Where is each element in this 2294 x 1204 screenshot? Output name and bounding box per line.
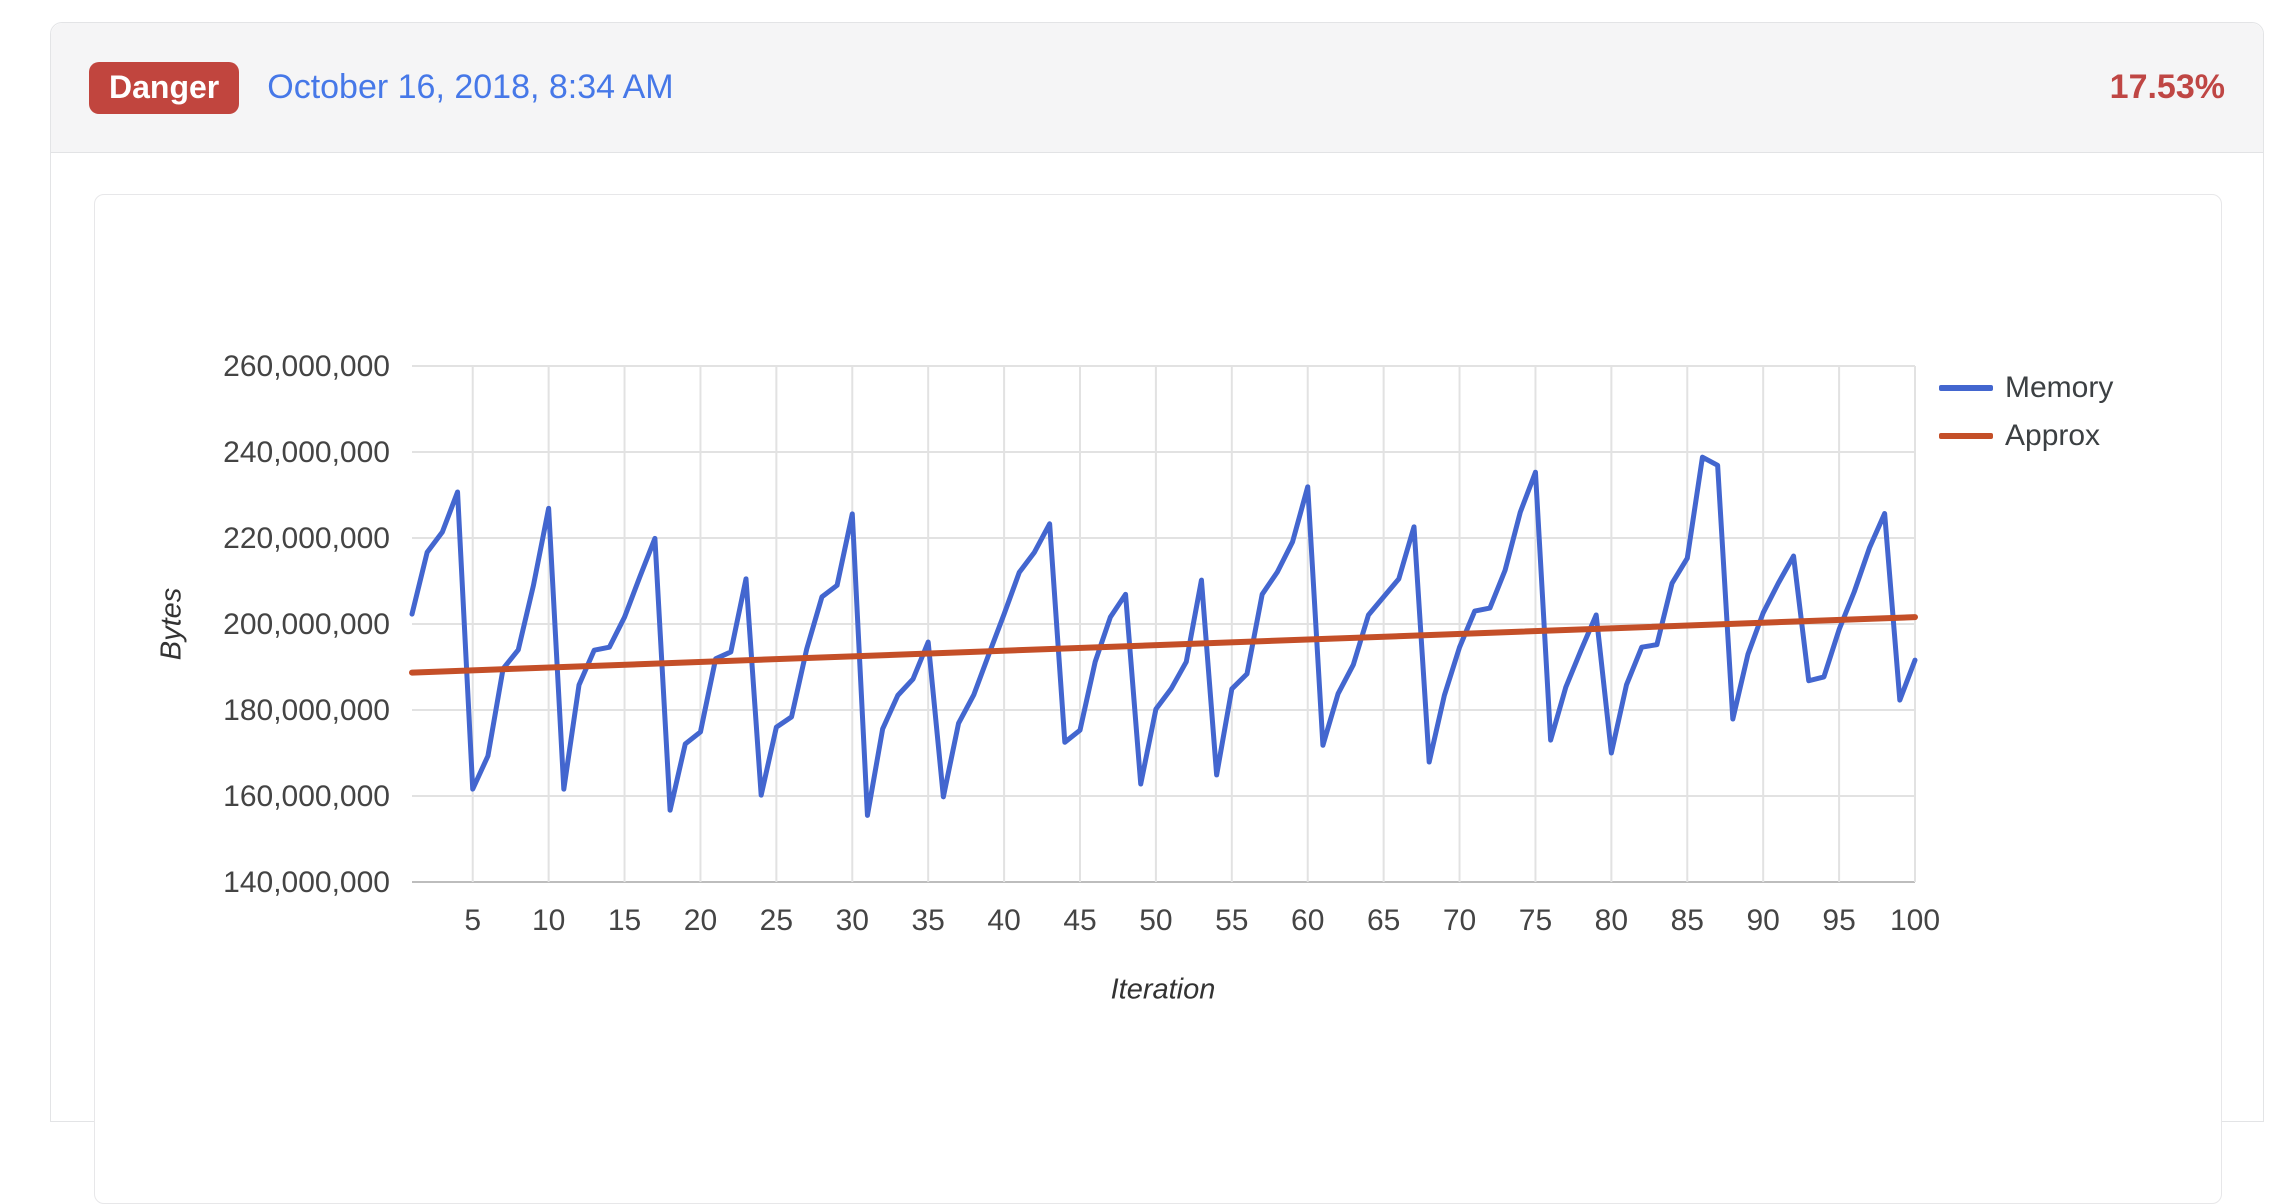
- svg-text:70: 70: [1443, 904, 1476, 937]
- svg-text:50: 50: [1139, 904, 1172, 937]
- legend-label-approx: Approx: [2005, 419, 2101, 452]
- svg-text:30: 30: [836, 904, 869, 937]
- danger-badge: Danger: [89, 61, 240, 114]
- svg-text:45: 45: [1063, 904, 1096, 937]
- x-axis-title: Iteration: [1110, 973, 1216, 1006]
- svg-text:65: 65: [1367, 904, 1400, 937]
- svg-text:80: 80: [1595, 904, 1628, 937]
- chart-card: 140,000,000 160,000,000 180,000,000 200,000…: [94, 194, 2222, 1204]
- svg-text:95: 95: [1822, 904, 1855, 937]
- svg-text:55: 55: [1215, 904, 1248, 937]
- svg-text:10: 10: [532, 904, 565, 937]
- chart-svg[interactable]: 140,000,000 160,000,000 180,000,000 200,000…: [95, 195, 2223, 1203]
- alert-panel: Danger October 16, 2018, 8:34 AM 17.53% …: [50, 22, 2264, 1204]
- svg-text:100: 100: [1890, 904, 1940, 937]
- legend-item-memory: Memory: [1939, 371, 2113, 405]
- svg-text:200,000,000: 200,000,000: [223, 608, 390, 641]
- legend-item-approx: Approx: [1939, 419, 2113, 453]
- svg-text:90: 90: [1746, 904, 1779, 937]
- chart-legend: Memory Approx: [1939, 371, 2113, 453]
- svg-text:35: 35: [911, 904, 944, 937]
- y-axis-title: Bytes: [155, 587, 188, 661]
- legend-label-memory: Memory: [2005, 371, 2114, 404]
- svg-text:260,000,000: 260,000,000: [223, 350, 390, 383]
- svg-text:60: 60: [1291, 904, 1324, 937]
- memory-line-swatch: [1939, 385, 1993, 391]
- svg-text:85: 85: [1671, 904, 1704, 937]
- panel-header: Danger October 16, 2018, 8:34 AM 17.53%: [51, 23, 2263, 153]
- percentage-value: 17.53%: [2109, 68, 2225, 106]
- svg-text:20: 20: [684, 904, 717, 937]
- svg-text:40: 40: [987, 904, 1020, 937]
- svg-text:220,000,000: 220,000,000: [223, 522, 390, 555]
- svg-text:25: 25: [760, 904, 793, 937]
- svg-text:160,000,000: 160,000,000: [223, 780, 390, 813]
- approx-line-swatch: [1939, 433, 1993, 439]
- svg-text:5: 5: [464, 904, 481, 937]
- svg-text:75: 75: [1519, 904, 1552, 937]
- svg-text:140,000,000: 140,000,000: [223, 866, 390, 899]
- date-link[interactable]: October 16, 2018, 8:34 AM: [267, 68, 674, 106]
- svg-text:180,000,000: 180,000,000: [223, 694, 390, 727]
- svg-text:15: 15: [608, 904, 641, 937]
- svg-text:240,000,000: 240,000,000: [223, 436, 390, 469]
